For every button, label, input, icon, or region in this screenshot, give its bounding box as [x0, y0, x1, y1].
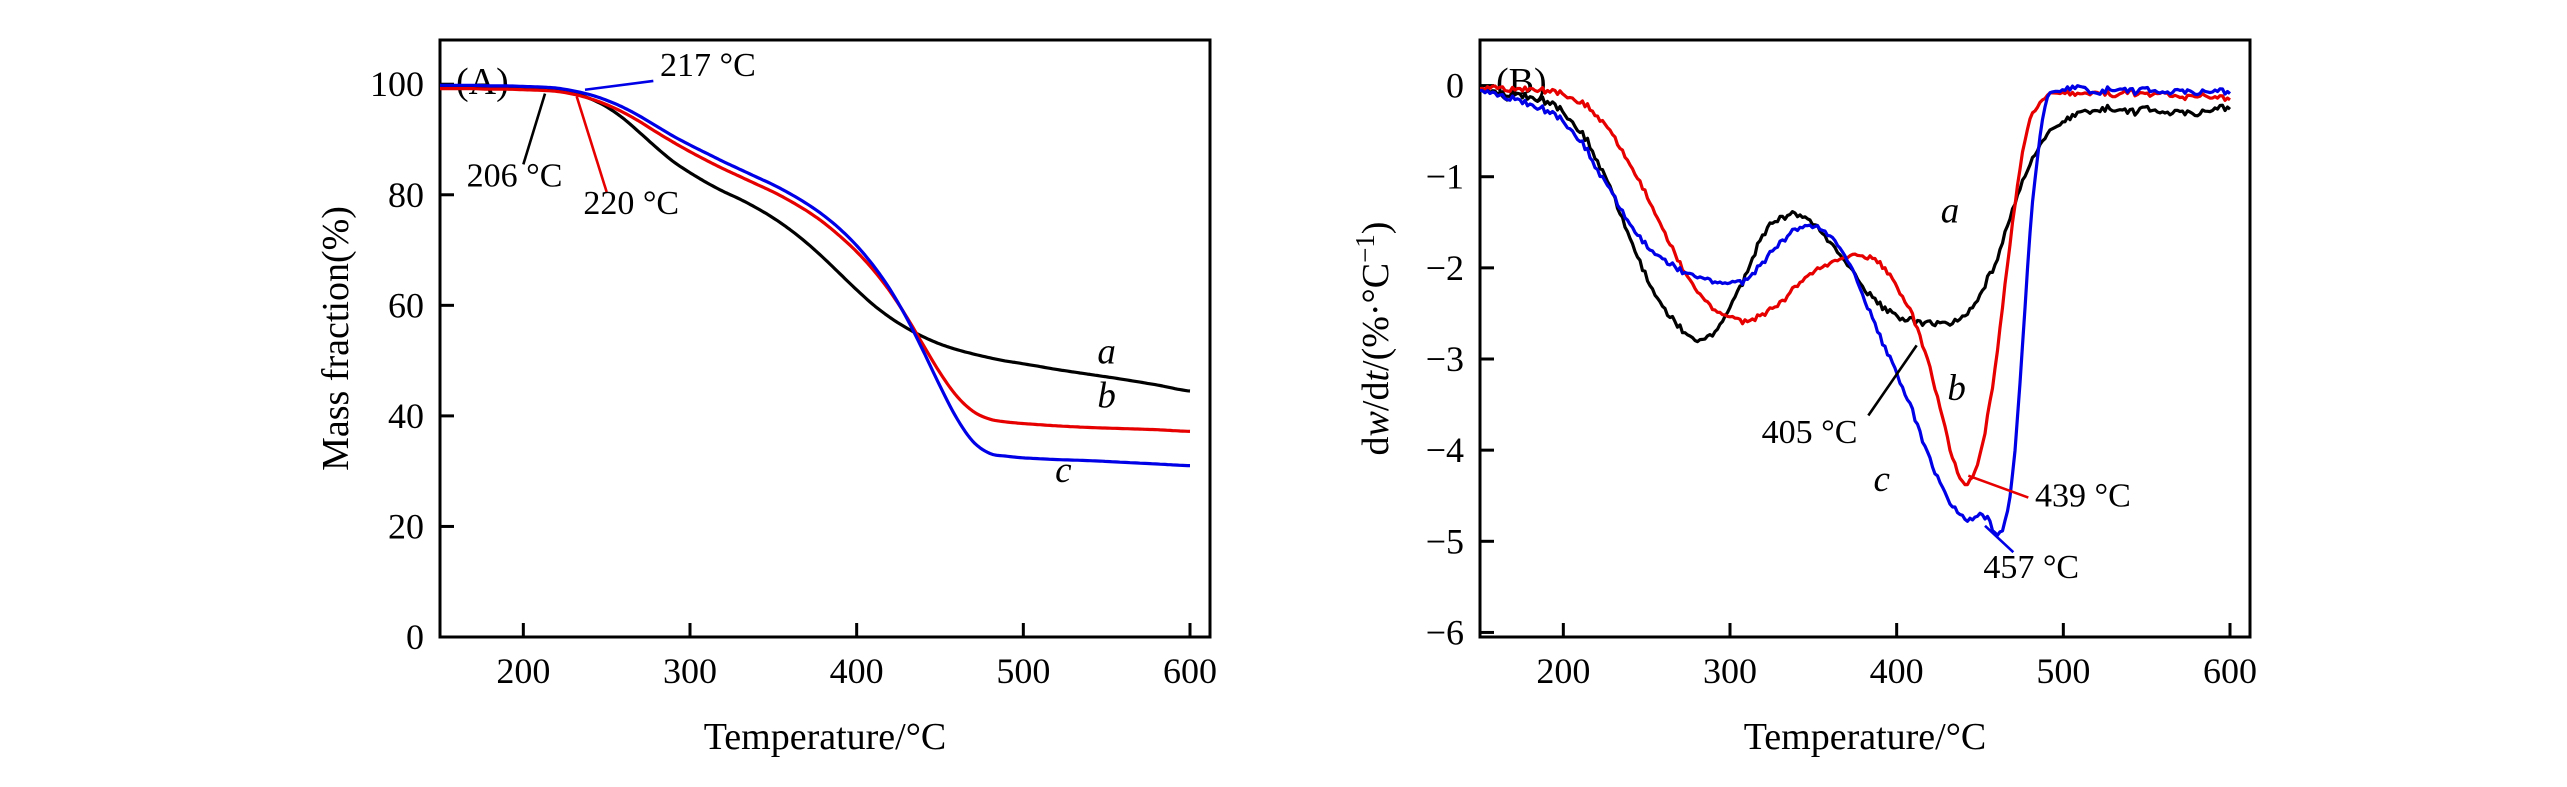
annotation-text: 217 °C [660, 47, 756, 84]
annotation-text: 405 °C [1762, 414, 1858, 451]
annotation-text: 439 °C [2035, 478, 2131, 515]
x-axis-tick-label: 500 [996, 651, 1050, 691]
curve-c [1480, 84, 2232, 537]
annotation-leader-line [1984, 524, 2015, 554]
curve-label-c: c [1055, 450, 1072, 491]
annotation-leader-line [522, 93, 547, 165]
curve-label-b: b [1097, 376, 1116, 417]
annotation-leader-line [1867, 344, 1918, 417]
panel-label: (A) [456, 61, 509, 103]
y-axis-tick-label: −4 [1426, 430, 1464, 470]
y-axis-tick-label: 60 [388, 285, 424, 325]
annotation-text: 457 °C [1983, 549, 2079, 586]
curve-label-c: c [1873, 459, 1890, 500]
annotation-leader-line [575, 95, 608, 193]
curve-a [1480, 88, 2232, 344]
x-axis-title: Temperature/°C [1744, 716, 1987, 758]
y-axis-tick-label: 100 [370, 64, 424, 104]
x-axis-tick-label: 200 [1536, 651, 1590, 691]
x-axis-tick-label: 300 [663, 651, 717, 691]
x-axis-tick-label: 500 [2036, 651, 2090, 691]
panel-b-chart: 200 300 400 500 600 0 −1 −2 −3 −4 −5 −6 Temperature/… [1350, 38, 2257, 758]
x-axis-tick-label: 400 [1870, 651, 1924, 691]
x-axis-tick-label: 400 [830, 651, 884, 691]
plot-box [1478, 38, 2252, 639]
y-axis-title: dw/dt/(%·°C−1) [1350, 222, 1397, 456]
y-axis-tick-label: 0 [1446, 66, 1464, 106]
y-axis-tick-label: −5 [1426, 521, 1464, 561]
curve-a [440, 85, 1191, 393]
curve-b [1480, 84, 2231, 487]
y-axis-tick-label: 80 [388, 175, 424, 215]
y-axis-tick-label: 0 [406, 617, 424, 657]
curve-label-a: a [1941, 190, 1960, 231]
y-axis-tick-label: 40 [388, 396, 424, 436]
y-axis-tick-label: −2 [1426, 248, 1464, 288]
x-axis-tick-label: 600 [2203, 651, 2257, 691]
x-axis-tick-label: 600 [1163, 651, 1217, 691]
x-axis-title: Temperature/°C [704, 716, 947, 758]
curve-b [440, 87, 1191, 433]
annotation-text: 206 °C [467, 157, 563, 194]
curve-c [440, 83, 1190, 468]
annotation-leader-line [584, 79, 654, 92]
curve-label-b: b [1947, 368, 1966, 409]
y-axis-tick-label: −6 [1426, 612, 1464, 652]
annotation-leader-line [1967, 474, 2029, 499]
y-axis-tick-label: 20 [388, 506, 424, 546]
curve-label-a: a [1097, 331, 1116, 372]
x-axis-tick-label: 300 [1703, 651, 1757, 691]
annotation-text: 220 °C [583, 185, 679, 222]
panel-a-chart: 200 300 400 500 600 0 20 40 60 80 100 Temperature/°… [315, 38, 1217, 758]
y-axis-title: Mass fraction(%) [315, 206, 357, 471]
y-axis-tick-label: −3 [1426, 339, 1464, 379]
x-axis-tick-label: 200 [496, 651, 550, 691]
plot-box [438, 38, 1212, 639]
y-axis-tick-label: −1 [1426, 157, 1464, 197]
